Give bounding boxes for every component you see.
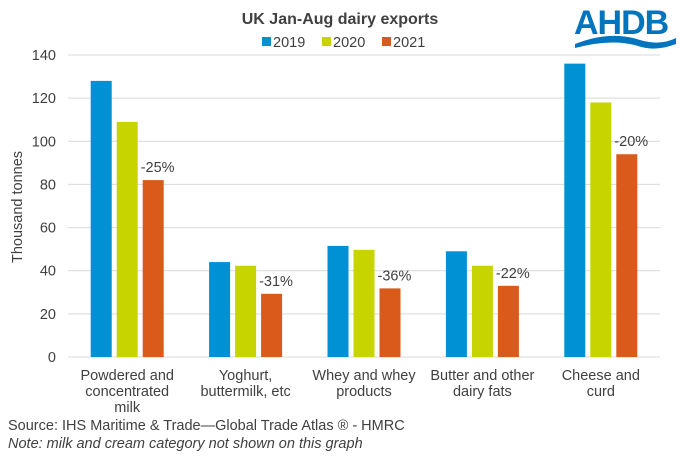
x-tick-label: Powdered and bbox=[80, 368, 174, 384]
bar-2020 bbox=[116, 121, 138, 357]
bar-2021 bbox=[261, 293, 283, 357]
chart-title: UK Jan-Aug dairy exports bbox=[242, 11, 439, 28]
bar-2019 bbox=[327, 245, 349, 357]
x-tick-label: dairy fats bbox=[453, 384, 512, 400]
change-annotation: -31% bbox=[259, 274, 293, 290]
x-tick-label: curd bbox=[587, 384, 615, 400]
x-tick-label: concentrated bbox=[85, 384, 169, 400]
bars: -25% -31% -36% -22% -20% bbox=[90, 63, 648, 357]
y-tick-label: 100 bbox=[32, 134, 56, 150]
change-annotation: -25% bbox=[141, 160, 175, 176]
change-annotation: -20% bbox=[614, 134, 648, 150]
ahdb-logo: AHDB bbox=[574, 4, 676, 49]
legend-label-2021: 2021 bbox=[393, 35, 425, 51]
bar-2021 bbox=[379, 288, 401, 357]
x-tick-label: Butter and other bbox=[430, 368, 534, 384]
change-annotation: -22% bbox=[496, 266, 530, 282]
y-axis-ticks: 0 20 40 60 80 100 120 140 bbox=[32, 48, 56, 366]
logo-wave-icon bbox=[575, 35, 676, 49]
bar-2021 bbox=[142, 180, 164, 357]
x-tick-label: buttermilk, etc bbox=[200, 384, 290, 400]
bar-2021 bbox=[497, 285, 519, 357]
y-tick-label: 60 bbox=[40, 221, 56, 237]
x-tick-label: Yoghurt, bbox=[219, 368, 272, 384]
note-text: Note: milk and cream category not shown … bbox=[8, 436, 363, 452]
y-tick-label: 120 bbox=[32, 91, 56, 107]
source-text: Source: IHS Maritime & Trade—Global Trad… bbox=[8, 418, 405, 434]
y-tick-label: 40 bbox=[40, 264, 56, 280]
bar-2020 bbox=[590, 102, 612, 357]
y-tick-label: 140 bbox=[32, 48, 56, 64]
x-tick-label: Whey and whey bbox=[312, 368, 416, 384]
y-axis-label: Thousand tonnes bbox=[10, 151, 26, 263]
logo-text: AHDB bbox=[574, 4, 669, 42]
y-tick-label: 0 bbox=[48, 350, 56, 366]
legend-label-2020: 2020 bbox=[333, 35, 365, 51]
legend-swatch-2020 bbox=[322, 37, 331, 46]
bar-2021 bbox=[616, 154, 638, 357]
x-tick-label: Cheese and bbox=[562, 368, 640, 384]
legend-swatch-2021 bbox=[382, 37, 391, 46]
legend-swatch-2019 bbox=[262, 37, 271, 46]
x-tick-label: products bbox=[336, 384, 392, 400]
x-tick-label: milk bbox=[114, 400, 141, 416]
bar-2020 bbox=[235, 265, 257, 357]
bar-2019 bbox=[209, 262, 231, 357]
legend-label-2019: 2019 bbox=[273, 35, 305, 51]
y-tick-label: 20 bbox=[40, 307, 56, 323]
y-tick-label: 80 bbox=[40, 177, 56, 193]
bar-2019 bbox=[445, 251, 467, 357]
bar-2020 bbox=[353, 249, 375, 357]
bar-2020 bbox=[471, 265, 493, 357]
legend: 2019 2020 2021 bbox=[262, 35, 425, 51]
change-annotation: -36% bbox=[378, 268, 412, 284]
bar-2019 bbox=[90, 80, 112, 357]
bar-2019 bbox=[564, 63, 586, 357]
